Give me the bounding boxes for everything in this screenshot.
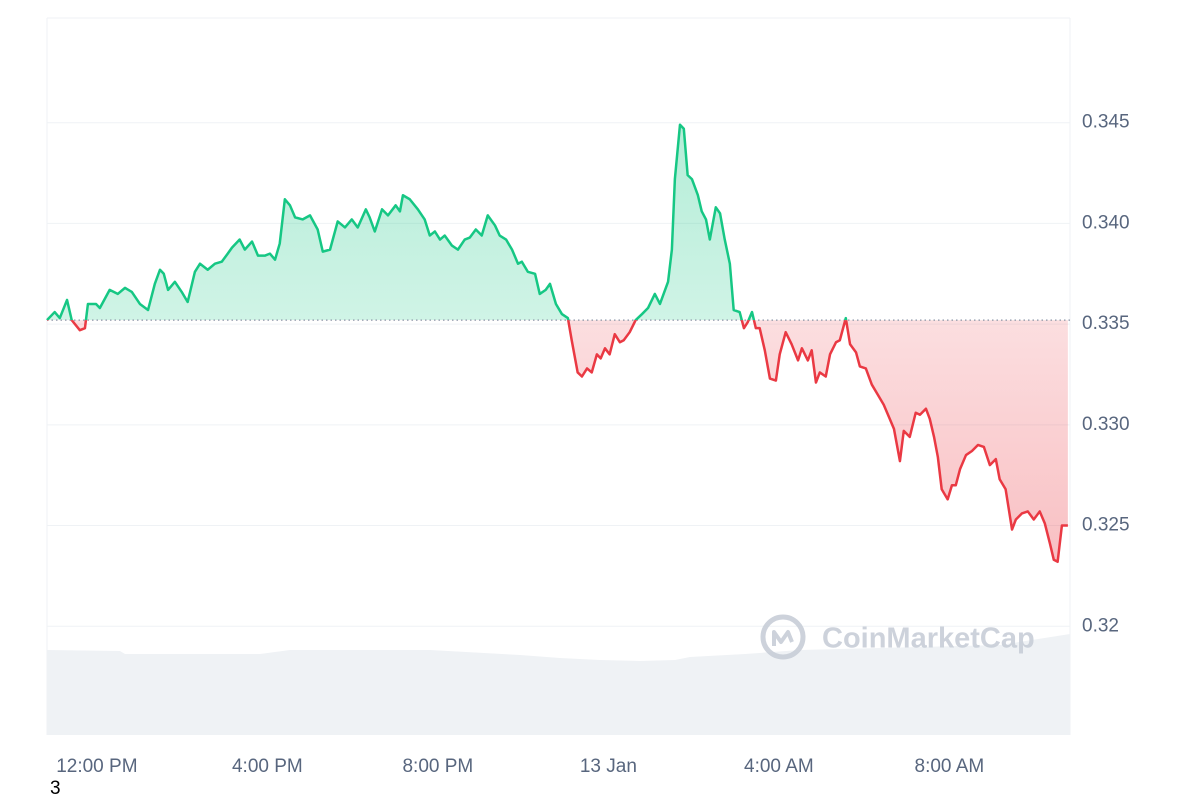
y-tick-label: 0.335: [1082, 313, 1130, 334]
x-tick-label: 8:00 AM: [915, 756, 985, 777]
y-tick-label: 0.340: [1082, 212, 1130, 233]
price-line-down: [46, 320, 1068, 564]
area-up: [47, 124, 847, 321]
x-tick-label: 4:00 PM: [232, 756, 303, 777]
volume-backdrop: [47, 634, 1070, 735]
x-tick-label: 13 Jan: [580, 756, 637, 777]
y-tick-label: 0.32: [1082, 615, 1119, 636]
grid: [47, 122, 1070, 627]
watermark: CoinMarketCap: [760, 614, 1035, 660]
footer-label: 3: [50, 778, 61, 799]
area-down: [47, 320, 1068, 562]
price-line-up: [46, 123, 848, 321]
watermark-logo-mark: [772, 630, 794, 646]
watermark-text: CoinMarketCap: [822, 623, 1035, 655]
y-tick-label: 0.330: [1082, 414, 1130, 435]
x-tick-label: 4:00 AM: [744, 756, 814, 777]
axes: 0.32 0.325 0.330 0.335 0.340 0.345 12:00 PM 4:0…: [56, 112, 1129, 777]
y-tick-label: 0.345: [1082, 112, 1130, 133]
x-tick-label: 12:00 PM: [56, 756, 137, 777]
watermark-logo: [760, 614, 806, 660]
series: [46, 123, 1070, 564]
x-tick-label: 8:00 PM: [402, 756, 473, 777]
y-tick-label: 0.325: [1082, 515, 1130, 536]
